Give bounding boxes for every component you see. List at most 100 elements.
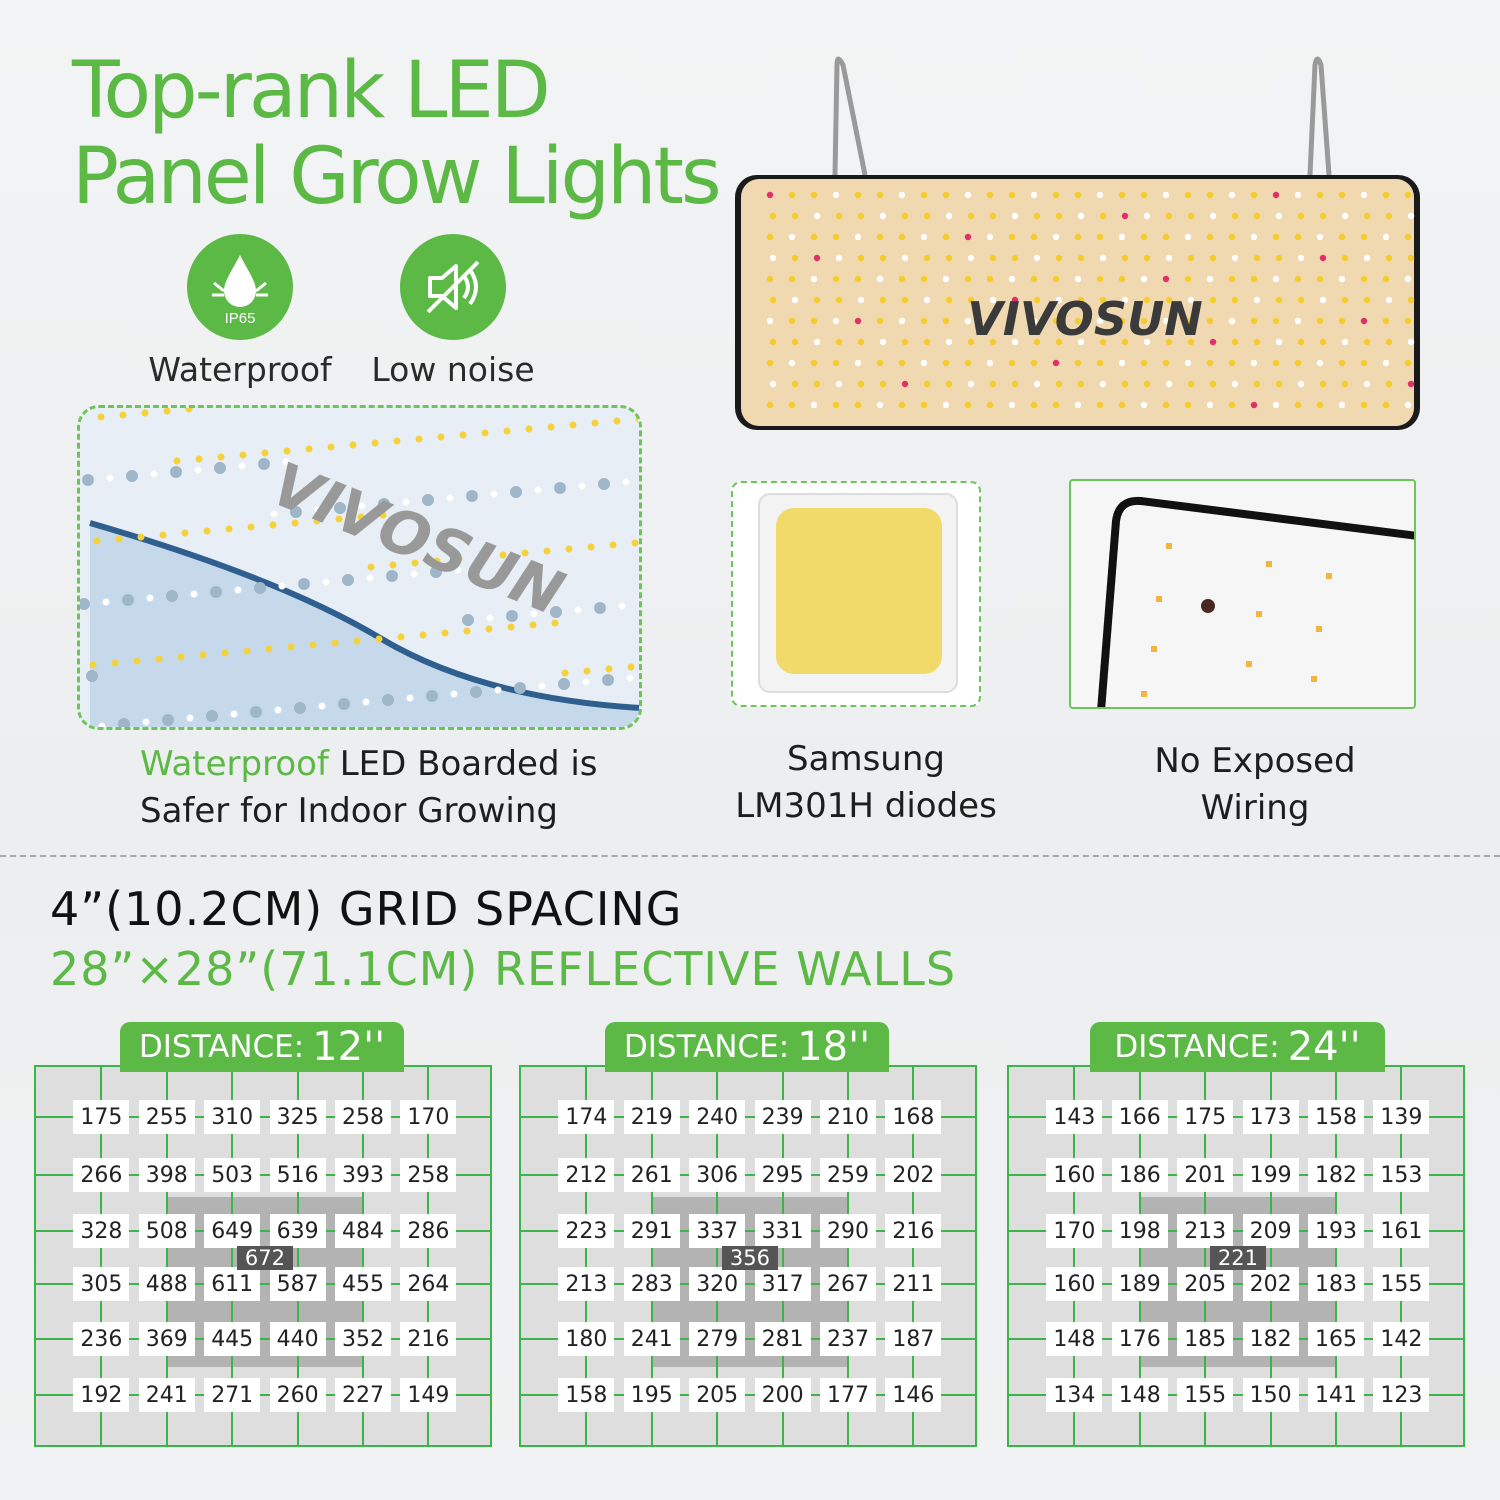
par-value: 281	[754, 1322, 811, 1356]
grid-line	[1009, 1116, 1463, 1118]
grid-line	[716, 1067, 719, 1445]
par-value: 305	[73, 1267, 130, 1301]
par-value: 258	[400, 1158, 457, 1192]
par-value: 149	[400, 1378, 457, 1412]
par-value: 484	[335, 1214, 391, 1248]
par-value: 161	[1373, 1214, 1430, 1248]
par-value: 173	[1242, 1100, 1299, 1134]
par-value: 271	[204, 1378, 261, 1412]
par-value: 201	[1177, 1158, 1234, 1192]
par-value: 213	[1177, 1214, 1234, 1248]
distance-tab: DISTANCE: 12''	[120, 1022, 404, 1072]
par-value: 155	[1177, 1378, 1234, 1412]
par-value: 205	[689, 1378, 746, 1412]
par-value: 241	[623, 1322, 680, 1356]
grid-line	[36, 1116, 490, 1118]
par-value: 146	[885, 1378, 942, 1412]
par-value: 198	[1111, 1214, 1168, 1248]
grid-line	[1009, 1230, 1463, 1232]
par-value: 158	[558, 1378, 615, 1412]
grid-line	[362, 1067, 364, 1445]
grid-line	[1269, 1067, 1272, 1445]
grid-line	[1009, 1174, 1463, 1176]
par-value: 175	[1177, 1100, 1234, 1134]
par-value: 587	[269, 1267, 326, 1301]
par-value: 266	[73, 1158, 130, 1192]
par-value: 186	[1111, 1158, 1168, 1192]
grid-line	[427, 1067, 430, 1445]
grid-line	[912, 1067, 915, 1445]
grid-line	[36, 1394, 490, 1396]
par-value: 155	[1373, 1267, 1430, 1301]
par-value: 182	[1308, 1158, 1364, 1192]
par-value: 241	[138, 1378, 195, 1412]
led-panel-image: VIVOSUN	[735, 56, 1420, 430]
reflective-walls-heading: 28”×28”(71.1CM) REFLECTIVE WALLS	[50, 942, 957, 996]
par-value: 216	[885, 1214, 942, 1248]
center-par-value: 356	[721, 1245, 778, 1270]
grid-line	[231, 1067, 234, 1445]
par-value: 352	[335, 1322, 391, 1356]
par-value: 216	[400, 1322, 457, 1356]
grid-line	[1009, 1283, 1463, 1285]
distance-tab: DISTANCE: 18''	[605, 1022, 889, 1072]
par-value: 211	[885, 1267, 942, 1301]
center-par-value: 221	[1209, 1245, 1266, 1270]
page-title: Top-rank LED Panel Grow Lights	[72, 46, 722, 222]
par-value: 290	[820, 1214, 876, 1248]
feature-label-low-noise: Low noise	[371, 350, 535, 389]
par-value: 142	[1373, 1322, 1430, 1356]
par-value: 153	[1373, 1158, 1430, 1192]
grid-line	[296, 1067, 299, 1445]
distance-value: 24''	[1287, 1024, 1361, 1070]
waterproof-photo: VIVOSUN	[77, 405, 642, 730]
par-value: 134	[1046, 1378, 1103, 1412]
par-value: 258	[335, 1100, 391, 1134]
grid-line	[1400, 1067, 1403, 1445]
par-value: 192	[73, 1378, 130, 1412]
par-value: 202	[1242, 1267, 1299, 1301]
par-value: 267	[820, 1267, 876, 1301]
par-value: 210	[820, 1100, 876, 1134]
svg-text:VIVOSUN: VIVOSUN	[967, 292, 1203, 346]
grid-line	[1335, 1067, 1337, 1445]
distance-label: DISTANCE:	[623, 1029, 790, 1065]
distance-label: DISTANCE:	[138, 1029, 305, 1065]
par-value: 177	[820, 1378, 876, 1412]
par-value: 286	[400, 1214, 457, 1248]
par-value: 180	[558, 1322, 615, 1356]
par-value: 227	[335, 1378, 391, 1412]
par-value: 123	[1373, 1378, 1430, 1412]
grid-line	[1009, 1394, 1463, 1396]
par-value: 369	[138, 1322, 195, 1356]
grid-line	[521, 1116, 975, 1118]
par-value: 202	[885, 1158, 942, 1192]
par-value: 182	[1242, 1322, 1299, 1356]
grid-line	[521, 1283, 975, 1285]
par-value: 320	[689, 1267, 746, 1301]
grid-line	[847, 1067, 849, 1445]
par-value: 649	[204, 1214, 261, 1248]
water-drop-icon: IP65	[212, 255, 268, 327]
hot-zone	[166, 1197, 363, 1367]
grid-line	[165, 1067, 168, 1445]
svg-text:IP65: IP65	[225, 310, 256, 327]
par-value: 158	[1308, 1100, 1364, 1134]
waterproof-icon: IP65	[187, 234, 293, 340]
grid-line	[521, 1338, 975, 1340]
par-value: 200	[754, 1378, 811, 1412]
par-value: 393	[335, 1158, 391, 1192]
par-value: 150	[1242, 1378, 1299, 1412]
par-value: 143	[1046, 1100, 1103, 1134]
par-value: 213	[558, 1267, 615, 1301]
grid-line	[36, 1338, 490, 1340]
par-value: 205	[1177, 1267, 1234, 1301]
par-value: 516	[269, 1158, 326, 1192]
par-grid: 174 219 240 239 210 168 212 261 306 295 259 202 223 2…	[519, 1065, 977, 1447]
grid-line	[100, 1067, 103, 1445]
samsung-caption: Samsung LM301H diodes	[735, 739, 997, 826]
par-value: 639	[269, 1214, 326, 1248]
par-value: 175	[73, 1100, 130, 1134]
distance-value: 18''	[797, 1024, 871, 1070]
grid-line	[36, 1283, 490, 1285]
